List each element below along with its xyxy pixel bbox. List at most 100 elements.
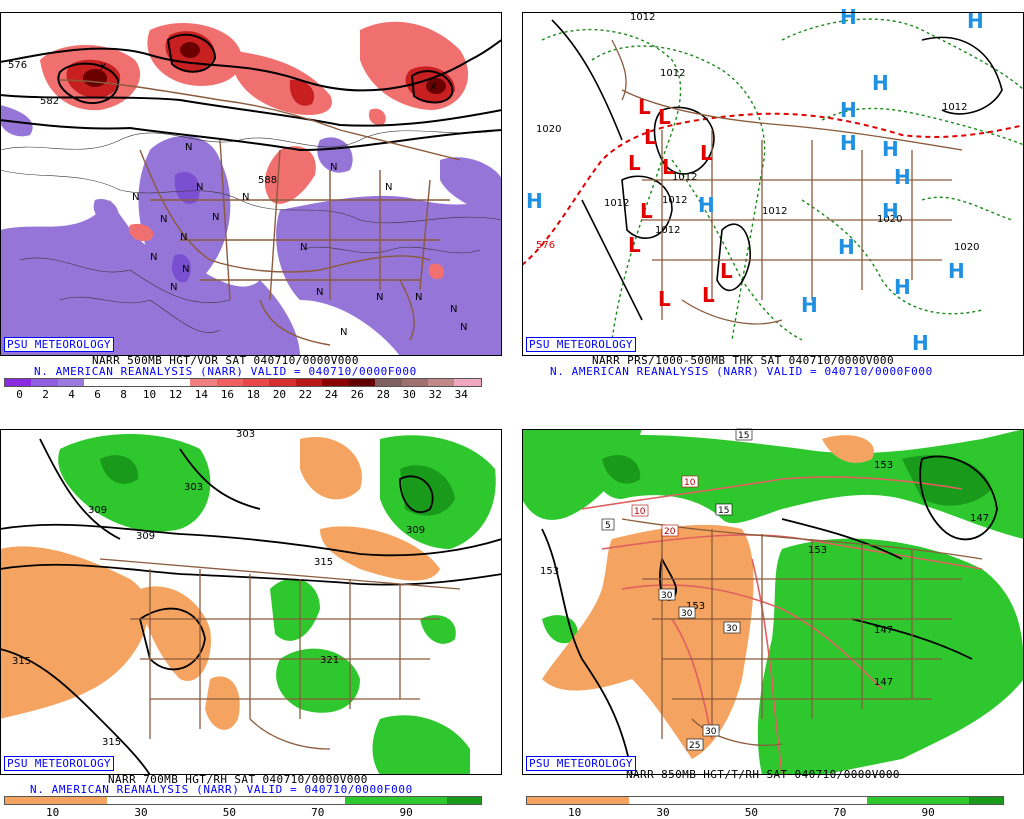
contour-label: 315 xyxy=(314,557,333,568)
colorbar-tick-label: 50 xyxy=(222,806,236,819)
colorbar-tick-label: 10 xyxy=(567,806,582,819)
temperature-label: 10 xyxy=(634,507,646,517)
psu-watermark: PSU METEOROLOGY xyxy=(526,756,636,771)
colorbar-swatch xyxy=(527,797,561,804)
high-pressure-marker: H xyxy=(894,165,911,189)
colorbar-swatch xyxy=(216,379,243,386)
colorbar-swatch xyxy=(141,797,175,804)
colorbar-swatch xyxy=(697,797,731,804)
contour-label: 588 xyxy=(258,175,277,186)
low-pressure-marker: L xyxy=(628,233,641,257)
colorbar-swatch xyxy=(345,797,379,804)
geographic-borders xyxy=(59,79,461,346)
contour-label: 303 xyxy=(184,482,203,493)
colorbar-swatch xyxy=(295,379,323,386)
geographic-borders xyxy=(611,39,963,325)
colorbar-tick-label: 30 xyxy=(656,806,670,819)
colorbar-swatch xyxy=(595,797,629,804)
panel-pressure-thickness: 1012 1012 1020 1012 1012 1012 1012 1012 … xyxy=(522,0,1024,400)
contour-label: 576 xyxy=(8,60,27,71)
vort-marker: N xyxy=(160,214,167,225)
colorbar-swatch xyxy=(73,797,107,804)
colorbar-swatch xyxy=(799,797,833,804)
low-pressure-marker: L xyxy=(700,141,713,165)
colorbar-swatch xyxy=(190,379,217,386)
vort-marker: N xyxy=(340,327,347,338)
isobar-label: 1012 xyxy=(672,172,697,183)
vort-marker: N xyxy=(330,162,337,173)
colorbar-swatch xyxy=(5,379,32,386)
temperature-label: 25 xyxy=(689,741,700,751)
contour-label: 309 xyxy=(136,531,155,542)
colorbar-swatch xyxy=(107,797,141,804)
colorbar-tick-label: 34 xyxy=(454,388,468,401)
high-pressure-marker: H xyxy=(894,275,911,299)
contour-label: 303 xyxy=(236,429,255,440)
vort-marker: N xyxy=(182,264,189,275)
colorbar-swatch xyxy=(765,797,799,804)
isobar-label: 1012 xyxy=(660,68,685,79)
isobar-label: 1012 xyxy=(762,206,787,217)
contour-label: 309 xyxy=(406,525,425,536)
isobar-label: 1020 xyxy=(877,214,902,225)
vort-marker: N xyxy=(376,292,383,303)
contour-label: 147 xyxy=(970,513,989,524)
low-pressure-marker: L xyxy=(644,125,657,149)
temperature-label: 10 xyxy=(684,478,696,488)
vort-marker: N xyxy=(185,142,192,153)
rh700-map: 303 303 309 309 309 315 315 315 321 xyxy=(0,429,502,775)
panel-850mb-rh: 153 153 147 153 147 147 153 15 10 10 15 … xyxy=(522,419,1024,819)
temperature-label: 15 xyxy=(738,431,749,441)
colorbar-tick-label: 24 xyxy=(324,388,338,401)
colorbar-tick-label: 20 xyxy=(272,388,286,401)
contour-label: 153 xyxy=(540,566,559,577)
high-pressure-marker: H xyxy=(872,71,889,95)
576-thickness-line xyxy=(522,112,1024,266)
isobar-label: 1012 xyxy=(662,195,687,206)
colorbar-swatch xyxy=(242,379,270,386)
vort-marker: N xyxy=(415,292,422,303)
height-contours xyxy=(0,438,502,775)
vort-marker: N xyxy=(150,252,157,263)
low-pressure-marker: L xyxy=(720,259,733,283)
isobar-label: 1012 xyxy=(630,12,655,23)
vorticity-map: 576 582 588 N N N N N N N N N N N N N N … xyxy=(0,12,502,356)
panel-500mb-vorticity: 576 582 588 N N N N N N N N N N N N N N … xyxy=(0,0,502,401)
vort-marker: N xyxy=(132,192,139,203)
colorbar-swatch xyxy=(137,379,164,386)
vorticity-contours xyxy=(0,129,502,333)
pressure-map: 1012 1012 1020 1012 1012 1012 1012 1012 … xyxy=(522,5,1024,356)
colorbar-tick-label: 2 xyxy=(42,388,49,401)
colorbar-tick-label: 0 xyxy=(16,388,23,401)
isobar-label: 1012 xyxy=(942,102,967,113)
vort-marker: N xyxy=(212,212,219,223)
vort-marker: X xyxy=(100,62,107,73)
vorticity-colorbar-ticks: 0 2 4 6 8 10 12 14 16 18 20 22 24 26 28 30 32 34 xyxy=(4,388,482,401)
colorbar-tick-label: 6 xyxy=(94,388,101,401)
colorbar-swatch xyxy=(401,379,428,386)
map-frame xyxy=(0,429,502,775)
colorbar-tick-label: 30 xyxy=(134,806,148,819)
colorbar-tick-label: 28 xyxy=(376,388,390,401)
colorbar-swatch xyxy=(731,797,765,804)
colorbar-tick-label: 26 xyxy=(350,388,364,401)
low-pressure-marker: L xyxy=(662,155,675,179)
colorbar-tick-label: 90 xyxy=(399,806,413,819)
vort-marker: N xyxy=(196,182,203,193)
vort-marker: N xyxy=(450,304,457,315)
colorbar-swatch xyxy=(277,797,311,804)
isobar-label: 1012 xyxy=(655,225,680,236)
high-pressure-marker: H xyxy=(840,131,857,155)
colorbar-swatch xyxy=(243,797,277,804)
high-pressure-marker: H xyxy=(912,331,929,355)
colorbar-tick-label: 70 xyxy=(833,806,847,819)
rh-colorbar-ticks: 10 30 50 70 90 xyxy=(526,806,1004,819)
rh850-map: 153 153 147 153 147 147 153 15 10 10 15 … xyxy=(522,428,1024,775)
low-pressure-marker: L xyxy=(628,151,641,175)
colorbar-swatch xyxy=(379,797,413,804)
caption-line1: NARR PRS/1000-500MB THK SAT 040710/0000V… xyxy=(592,354,894,367)
isobar-label: 1020 xyxy=(954,242,979,253)
vort-marker: N xyxy=(316,287,323,298)
caption-line1: NARR 500MB HGT/VOR SAT 040710/0000V000 xyxy=(92,354,359,367)
colorbar-swatch xyxy=(39,797,73,804)
